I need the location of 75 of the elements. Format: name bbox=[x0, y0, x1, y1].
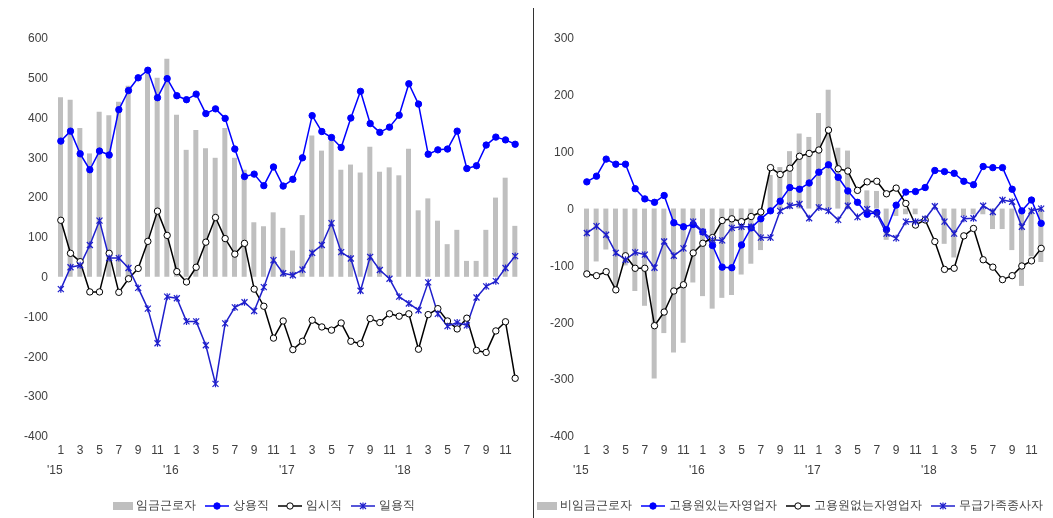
x-tick-label: 7 bbox=[347, 443, 355, 457]
x-tick-label: 5 bbox=[444, 443, 452, 457]
x-tick-label: 9 bbox=[366, 443, 374, 457]
x-tick-label: 11 bbox=[383, 443, 397, 457]
x-tick-label: 5 bbox=[621, 443, 629, 457]
x-tick-label: 1 '18 bbox=[920, 443, 938, 477]
y-tick-label: 0 bbox=[41, 270, 49, 285]
y-tick-label: 300 bbox=[553, 31, 574, 46]
x-tick-label: 1 '17 bbox=[804, 443, 822, 477]
y-tick-label: -400 bbox=[549, 429, 574, 444]
x-tick-label: 7 bbox=[115, 443, 123, 457]
x-tick-label: 3 bbox=[718, 443, 726, 457]
x-tick-label: 1 '15 bbox=[572, 443, 590, 477]
y-tick-label: 100 bbox=[553, 144, 574, 159]
x-tick-label: 11 bbox=[908, 443, 922, 457]
x-tick-label: 7 bbox=[872, 443, 880, 457]
x-tick-label: 1 '17 bbox=[279, 443, 297, 477]
y-tick-label: -200 bbox=[23, 349, 49, 364]
y-tick-label: 200 bbox=[27, 190, 49, 205]
y-tick-label: 100 bbox=[27, 230, 49, 245]
x-tick-label: 5 bbox=[853, 443, 861, 457]
x-tick-label: 11 bbox=[499, 443, 513, 457]
y-tick-label: 600 bbox=[27, 31, 49, 46]
x-tick-label: 9 bbox=[660, 443, 668, 457]
y-tick-label: -300 bbox=[23, 389, 49, 404]
legend-label: 임시직 bbox=[306, 498, 342, 513]
legend-label: 상용직 bbox=[233, 498, 269, 513]
x-tick-label: 5 bbox=[212, 443, 220, 457]
x-tick-label: 9 bbox=[250, 443, 258, 457]
x-tick-label: 5 bbox=[328, 443, 336, 457]
y-tick-label: 0 bbox=[566, 201, 574, 216]
x-tick-label: 3 bbox=[602, 443, 610, 457]
x-tick-label: 7 bbox=[756, 443, 764, 457]
legend-label: 비임금근로자 bbox=[559, 498, 632, 513]
x-tick-label: 3 bbox=[950, 443, 958, 457]
x-tick-label: 7 bbox=[231, 443, 239, 457]
x-tick-label: 9 bbox=[482, 443, 490, 457]
x-tick-label: 1 '16 bbox=[688, 443, 706, 477]
y-tick-label: -100 bbox=[549, 258, 574, 273]
x-tick-label: 1 '15 bbox=[47, 443, 65, 477]
x-tick-label: 5 bbox=[969, 443, 977, 457]
x-tick-label: 11 bbox=[267, 443, 281, 457]
x-tick-label: 11 bbox=[676, 443, 690, 457]
y-tick-label: 200 bbox=[553, 88, 574, 103]
x-tick-label: 9 bbox=[1008, 443, 1016, 457]
x-tick-label: 7 bbox=[640, 443, 648, 457]
y-tick-label: 400 bbox=[27, 110, 49, 125]
y-tick-label: -200 bbox=[549, 315, 574, 330]
x-tick-label: 9 bbox=[776, 443, 784, 457]
x-tick-label: 3 bbox=[424, 443, 432, 457]
x-tick-label: 3 bbox=[834, 443, 842, 457]
x-tick-label: 1 '16 bbox=[163, 443, 181, 477]
y-tick-label: -300 bbox=[549, 372, 574, 387]
legend-label: 무급가족종사자 bbox=[958, 498, 1043, 513]
x-tick-label: 3 bbox=[192, 443, 200, 457]
legend-label: 일용직 bbox=[379, 498, 415, 513]
y-tick-label: 500 bbox=[27, 71, 49, 86]
x-tick-label: 1 '18 bbox=[395, 443, 413, 477]
x-tick-label: 11 bbox=[151, 443, 165, 457]
x-tick-label: 3 bbox=[76, 443, 84, 457]
x-tick-label: 7 bbox=[988, 443, 996, 457]
x-tick-label: 3 bbox=[308, 443, 316, 457]
legend-label: 고용원있는자영업자 bbox=[668, 498, 777, 513]
legend-label: 고용원없는자영업자 bbox=[813, 498, 922, 513]
x-tick-label: 11 bbox=[1024, 443, 1038, 457]
x-tick-label: 5 bbox=[96, 443, 104, 457]
x-tick-label: 7 bbox=[463, 443, 471, 457]
x-tick-label: 5 bbox=[737, 443, 745, 457]
x-tick-label: 9 bbox=[892, 443, 900, 457]
y-tick-label: -100 bbox=[23, 309, 49, 324]
legend-label: 임금근로자 bbox=[136, 498, 196, 513]
y-tick-label: 300 bbox=[27, 150, 49, 165]
x-tick-label: 11 bbox=[792, 443, 806, 457]
x-tick-label: 9 bbox=[134, 443, 142, 457]
y-tick-label: -400 bbox=[23, 429, 49, 444]
